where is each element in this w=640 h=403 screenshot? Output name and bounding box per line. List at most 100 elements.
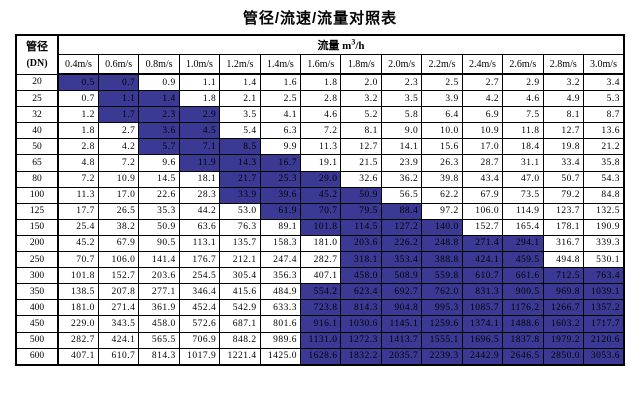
- flow-value-cell: 212.1: [219, 251, 261, 269]
- flow-value-cell: 2.5: [259, 90, 302, 108]
- dn-value: 450: [15, 315, 59, 333]
- flow-value-cell: 542.9: [219, 299, 261, 317]
- flow-value-cell: 1696.5: [461, 331, 504, 349]
- flow-value-cell: 101.8: [300, 218, 342, 236]
- flow-value-cell: 79.5: [340, 202, 382, 220]
- flow-value-cell: 203.6: [340, 234, 382, 253]
- flow-value-cell: 1.8: [57, 122, 99, 140]
- dn-value: 150: [15, 218, 59, 236]
- flow-value-cell: 53.0: [219, 202, 261, 220]
- flow-value-cell: 1272.3: [340, 331, 382, 349]
- flow-value-cell: 1131.0: [300, 331, 342, 349]
- flow-value-cell: 361.9: [138, 299, 180, 317]
- flow-value-cell: 61.9: [259, 202, 302, 220]
- flow-value-cell: 1085.7: [461, 299, 504, 317]
- flow-value-cell: 14.1: [380, 138, 423, 156]
- flow-value-cell: 2850.0: [542, 347, 584, 366]
- flow-value-cell: 1221.4: [219, 347, 261, 366]
- flow-value-cell: 1413.7: [380, 331, 423, 349]
- flow-value-cell: 2.3: [380, 73, 423, 92]
- flow-value-cell: 712.5: [542, 267, 584, 285]
- flow-value-cell: 1374.1: [461, 315, 504, 333]
- flow-value-cell: 6.4: [421, 106, 463, 124]
- flow-unit-superscript: 3: [351, 37, 356, 47]
- flow-value-cell: 0.7: [97, 73, 140, 92]
- flow-value-cell: 10.9: [461, 122, 504, 140]
- flow-value-cell: 123.7: [542, 202, 584, 220]
- flow-value-cell: 18.1: [178, 170, 221, 188]
- flow-value-cell: 70.7: [57, 251, 99, 269]
- flow-value-cell: 458.0: [138, 315, 180, 333]
- flow-value-cell: 388.8: [421, 251, 463, 269]
- dn-value: 500: [15, 331, 59, 349]
- flow-value-cell: 1603.2: [542, 315, 584, 333]
- velocity-header-2.6m-s: 2.6m/s: [502, 54, 544, 75]
- dn-value: 80: [15, 170, 59, 188]
- flow-value-cell: 565.5: [138, 331, 180, 349]
- flow-value-cell: 203.6: [138, 267, 180, 285]
- flow-value-cell: 19.8: [542, 138, 584, 156]
- flow-value-cell: 17.7: [57, 202, 99, 220]
- flow-value-cell: 4.2: [461, 90, 504, 108]
- flow-value-cell: 282.7: [300, 251, 342, 269]
- flow-value-cell: 29.0: [300, 170, 342, 188]
- table-row-dn-40: 40 1.8 2.7 3.6 4.5 5.4 6.3 7.2 8.1 9.0 10.0 10.9 11.…: [15, 122, 625, 140]
- flow-value-cell: 356.3: [259, 267, 302, 285]
- flow-value-cell: 248.8: [421, 234, 463, 253]
- flow-value-cell: 530.1: [582, 251, 625, 269]
- velocity-header-1.2m-s: 1.2m/s: [219, 54, 261, 75]
- dn-value: 40: [15, 122, 59, 140]
- pipe-diameter-label: 管径: [26, 40, 48, 53]
- dn-value: 20: [15, 73, 59, 92]
- flow-value-cell: 67.9: [97, 234, 140, 253]
- flow-value-cell: 207.8: [97, 283, 140, 301]
- flow-value-cell: 39.6: [259, 186, 302, 204]
- flow-value-cell: 346.4: [178, 283, 221, 301]
- flow-value-cell: 181.0: [300, 234, 342, 253]
- dn-value: 400: [15, 299, 59, 317]
- table-row-dn-500: 500 282.7 424.1 565.5 706.9 848.2 989.6 1131.0 1…: [15, 331, 625, 349]
- flow-value-cell: 21.5: [340, 154, 382, 172]
- flow-value-cell: 1.4: [219, 73, 261, 92]
- flow-value-cell: 277.1: [138, 283, 180, 301]
- dn-value: 350: [15, 283, 59, 301]
- flow-value-cell: 459.5: [502, 251, 544, 269]
- flow-value-cell: 31.1: [502, 154, 544, 172]
- velocity-header-0.6m-s: 0.6m/s: [97, 54, 140, 75]
- dn-value: 200: [15, 234, 59, 253]
- flow-value-cell: 7.1: [178, 138, 221, 156]
- flow-rate-unit-header-cell: 流量 m3/h: [57, 34, 625, 55]
- flow-value-cell: 114.9: [502, 202, 544, 220]
- flow-value-cell: 2035.7: [380, 347, 423, 366]
- dn-value: 32: [15, 106, 59, 124]
- flow-value-cell: 633.3: [259, 299, 302, 317]
- flow-value-cell: 3.5: [380, 90, 423, 108]
- flow-value-cell: 407.1: [57, 347, 99, 366]
- flow-value-cell: 9.6: [138, 154, 180, 172]
- flow-value-cell: 140.0: [421, 218, 463, 236]
- dn-value: 250: [15, 251, 59, 269]
- flow-value-cell: 28.7: [461, 154, 504, 172]
- flow-value-cell: 11.3: [300, 138, 342, 156]
- flow-value-cell: 1357.2: [582, 299, 625, 317]
- flow-value-cell: 4.1: [259, 106, 302, 124]
- flow-value-cell: 11.8: [502, 122, 544, 140]
- flow-value-cell: 1979.2: [542, 331, 584, 349]
- flow-value-cell: 190.9: [582, 218, 625, 236]
- unit-header-row: 管径 (DN) 流量 m3/h: [15, 34, 625, 75]
- flow-value-cell: 1.8: [178, 90, 221, 108]
- flow-value-cell: 1555.1: [421, 331, 463, 349]
- flow-value-cell: 76.3: [219, 218, 261, 236]
- flow-value-cell: 271.4: [461, 234, 504, 253]
- flow-value-cell: 135.7: [219, 234, 261, 253]
- flow-value-cell: 35.8: [582, 154, 625, 172]
- flow-value-cell: 14.3: [219, 154, 261, 172]
- flow-value-cell: 16.7: [259, 154, 302, 172]
- flow-value-cell: 12.7: [340, 138, 382, 156]
- flow-value-cell: 294.1: [502, 234, 544, 253]
- flow-value-cell: 900.5: [502, 283, 544, 301]
- flow-value-cell: 5.8: [380, 106, 423, 124]
- table-row-dn-25: 25 0.7 1.1 1.4 1.8 2.1 2.5 2.8 3.2 3.5 3.9 4.2 4.6 4.…: [15, 90, 625, 108]
- velocity-header-0.4m-s: 0.4m/s: [57, 54, 99, 75]
- flow-unit-prefix: 流量 m: [317, 40, 352, 52]
